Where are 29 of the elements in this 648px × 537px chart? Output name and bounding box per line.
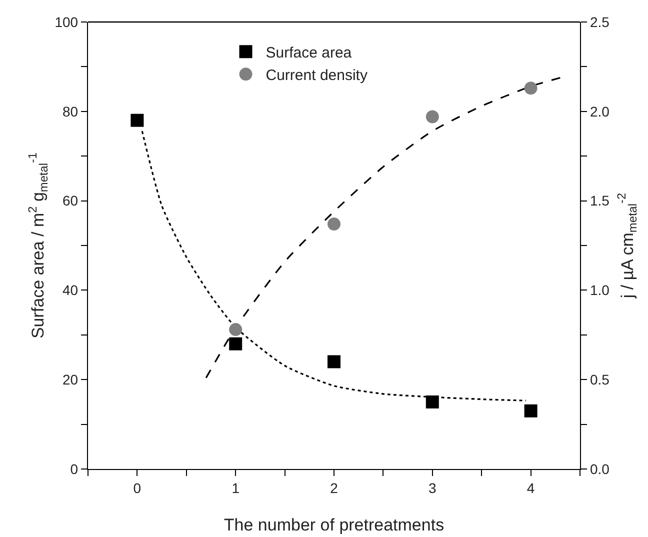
y2-tick-label: 2.0 xyxy=(590,103,610,120)
y-tick-label: 100 xyxy=(54,14,78,30)
legend-label: Current density xyxy=(266,67,368,84)
y2-tick-label: 0.5 xyxy=(590,372,610,388)
x-tick-label: 1 xyxy=(232,480,240,496)
x-tick-label: 3 xyxy=(428,480,436,496)
y-tick-label: 40 xyxy=(62,282,78,298)
y-tick-label: 60 xyxy=(62,192,78,209)
x-tick-label: 2 xyxy=(330,480,338,496)
point xyxy=(426,395,439,408)
x-tick-label: 4 xyxy=(526,480,535,496)
y-tick-label: 80 xyxy=(62,103,78,120)
x-tick-label: 0 xyxy=(133,480,142,496)
point xyxy=(524,404,538,418)
point xyxy=(130,114,144,127)
point xyxy=(524,82,538,95)
y2-tick-label: 1.0 xyxy=(590,282,610,298)
legend-label: Surface area xyxy=(266,44,352,62)
point xyxy=(328,355,340,368)
y-tick-label: 20 xyxy=(62,372,78,388)
y2-tick-label: 2.5 xyxy=(590,14,610,30)
y-tick-label: 0 xyxy=(70,460,78,477)
point xyxy=(229,323,242,336)
y2-tick-label: 1.5 xyxy=(590,192,610,209)
text: 0.0 xyxy=(590,460,610,477)
x-axis-title: The number of pretreatments xyxy=(224,515,444,534)
point xyxy=(426,110,439,124)
point xyxy=(328,218,340,231)
point xyxy=(229,337,242,350)
